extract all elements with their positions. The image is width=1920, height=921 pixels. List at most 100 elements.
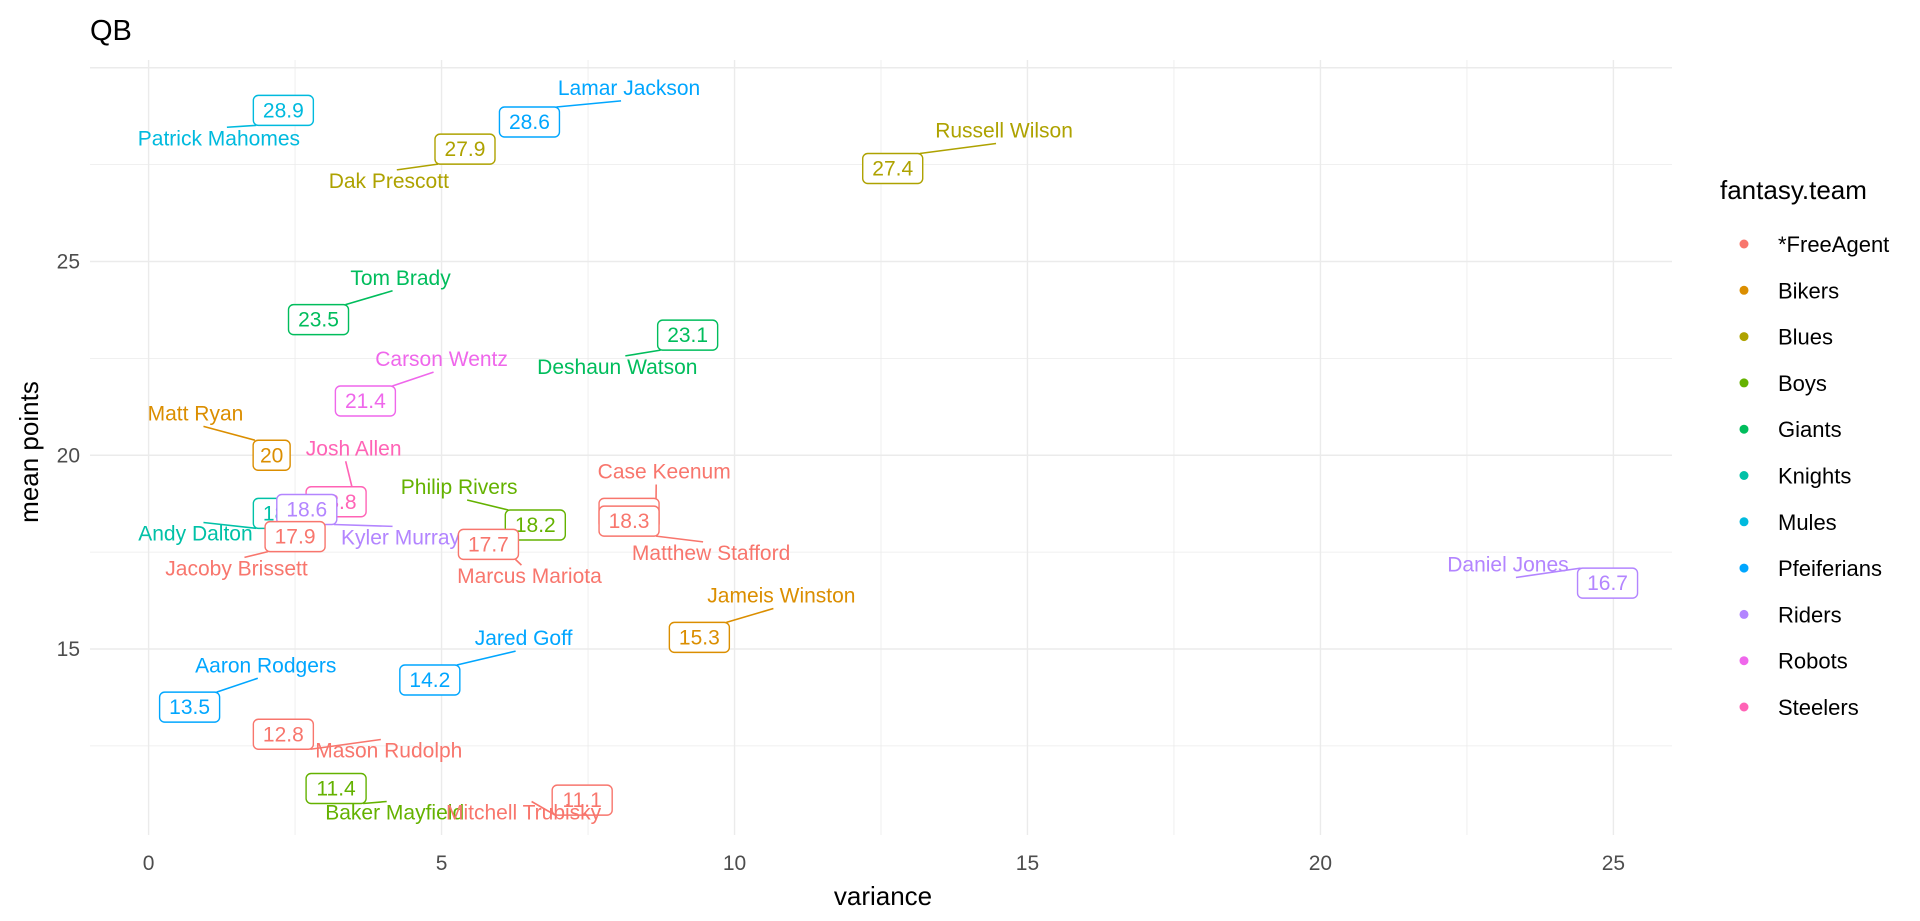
leader-line [514, 558, 522, 566]
value-label: 16.7 [1587, 572, 1628, 595]
data-point: 13.5 Aaron Rodgers [158, 654, 336, 723]
leader-line [726, 607, 774, 624]
player-name-label: Matt Ryan [148, 402, 244, 425]
data-labels: 28.9 Patrick Mahomes 28.6 Lamar Jackson 27.9… [138, 77, 1639, 825]
legend-title: fantasy.team [1720, 175, 1867, 205]
value-label: 21.4 [345, 390, 386, 413]
y-tick-label: 15 [57, 638, 80, 661]
data-point: 12.8 Mason Rudolph [252, 718, 462, 763]
leader-line [396, 163, 439, 171]
y-axis-title: mean points [14, 381, 44, 523]
value-label-box [656, 319, 719, 351]
value-label-box [434, 133, 496, 165]
legend-label: Mules [1778, 510, 1837, 535]
value-label: 17.9 [275, 526, 316, 549]
leader-line [203, 425, 256, 442]
leader-line [345, 289, 393, 306]
legend-entry: Giants [1739, 417, 1842, 442]
value-label-box [158, 691, 221, 723]
x-tick-label: 15 [1016, 852, 1039, 875]
data-point: 18.3 Matthew Stafford [598, 505, 790, 565]
player-name-label: Marcus Mariota [457, 565, 602, 588]
leader-line [333, 523, 393, 528]
data-point: 20 Matt Ryan [148, 402, 291, 471]
value-label-box [305, 772, 367, 805]
x-tick-label: 20 [1309, 852, 1332, 875]
legend-entry: Bikers [1739, 278, 1839, 303]
value-label: 17.7 [468, 533, 509, 556]
value-label-box [1576, 567, 1639, 599]
legend-key [1739, 563, 1749, 573]
value-label-box [264, 520, 326, 553]
leader-line [244, 550, 269, 559]
legend-entry: Boys [1739, 371, 1827, 396]
value-label-box [668, 621, 731, 654]
legend-key [1739, 702, 1749, 712]
value-label-box [457, 528, 520, 561]
x-tick-label: 5 [436, 852, 448, 875]
data-point: 27.9 Dak Prescott [329, 133, 496, 193]
value-label-box [498, 106, 561, 138]
value-label: 11.4 [316, 778, 356, 801]
data-point: 23.5 Tom Brady [287, 267, 451, 336]
legend-key [1739, 424, 1749, 434]
y-tick-label: 20 [57, 444, 80, 467]
player-name-label: Patrick Mahomes [138, 127, 300, 150]
legend-entry: Blues [1739, 325, 1833, 350]
player-name-label: Deshaun Watson [537, 356, 697, 379]
legend-key [1739, 517, 1749, 527]
player-name-label: Matthew Stafford [632, 542, 790, 565]
player-name-label: Mason Rudolph [315, 740, 462, 763]
legend-entry: Knights [1739, 464, 1851, 489]
player-name-label: Carson Wentz [375, 348, 508, 371]
value-label-box [334, 385, 397, 417]
legend-label: Pfeiferians [1778, 556, 1882, 581]
player-name-label: Baker Mayfield [325, 802, 464, 825]
value-label: 23.5 [298, 309, 339, 332]
x-tick-label: 0 [143, 852, 155, 875]
data-point: 16.7 Daniel Jones [1447, 554, 1639, 599]
leader-line [655, 535, 704, 543]
player-name-label: Case Keenum [598, 461, 731, 484]
value-label: 18.2 [515, 514, 556, 537]
value-label-box [252, 439, 291, 471]
value-label: 18.6 [286, 499, 327, 522]
player-name-label: Aaron Rodgers [195, 654, 336, 677]
x-tick-label: 10 [723, 852, 746, 875]
leader-line [531, 800, 556, 816]
chart-title: QB [90, 15, 132, 47]
legend-key [1739, 332, 1749, 342]
legend-label: Blues [1778, 325, 1833, 350]
player-name-label: Tom Brady [350, 267, 451, 290]
leader-line [1515, 567, 1581, 579]
data-point: 15.3 Jameis Winston [668, 585, 856, 654]
player-name-label: Daniel Jones [1447, 554, 1568, 577]
legend-entry: Robots [1739, 649, 1848, 674]
legend-label: Giants [1778, 417, 1842, 442]
player-name-label: Lamar Jackson [558, 77, 700, 100]
legend-key [1739, 471, 1749, 480]
value-label: 20 [260, 444, 283, 467]
y-tick-label: 25 [57, 251, 80, 274]
data-point: 17.7 Marcus Mariota [457, 528, 602, 588]
legend-label: Boys [1778, 371, 1827, 396]
legend-key [1739, 378, 1749, 388]
value-label: 27.9 [445, 138, 486, 161]
leader-line [216, 677, 259, 693]
data-point: 17.9 Jacoby Brissett [165, 520, 326, 580]
value-label: 28.6 [509, 111, 550, 134]
leader-line [226, 124, 257, 129]
player-name-label: Mitchell Trubisky [446, 802, 602, 825]
legend-entry: Steelers [1739, 695, 1859, 720]
leader-line [466, 499, 509, 511]
value-label: 15.3 [679, 626, 720, 649]
value-label: 28.9 [263, 99, 304, 122]
data-point: 18.2 Philip Rivers [401, 476, 567, 541]
leader-line [919, 142, 997, 155]
leader-line [363, 800, 387, 805]
leader-line [625, 349, 661, 357]
legend-label: Robots [1778, 649, 1848, 674]
